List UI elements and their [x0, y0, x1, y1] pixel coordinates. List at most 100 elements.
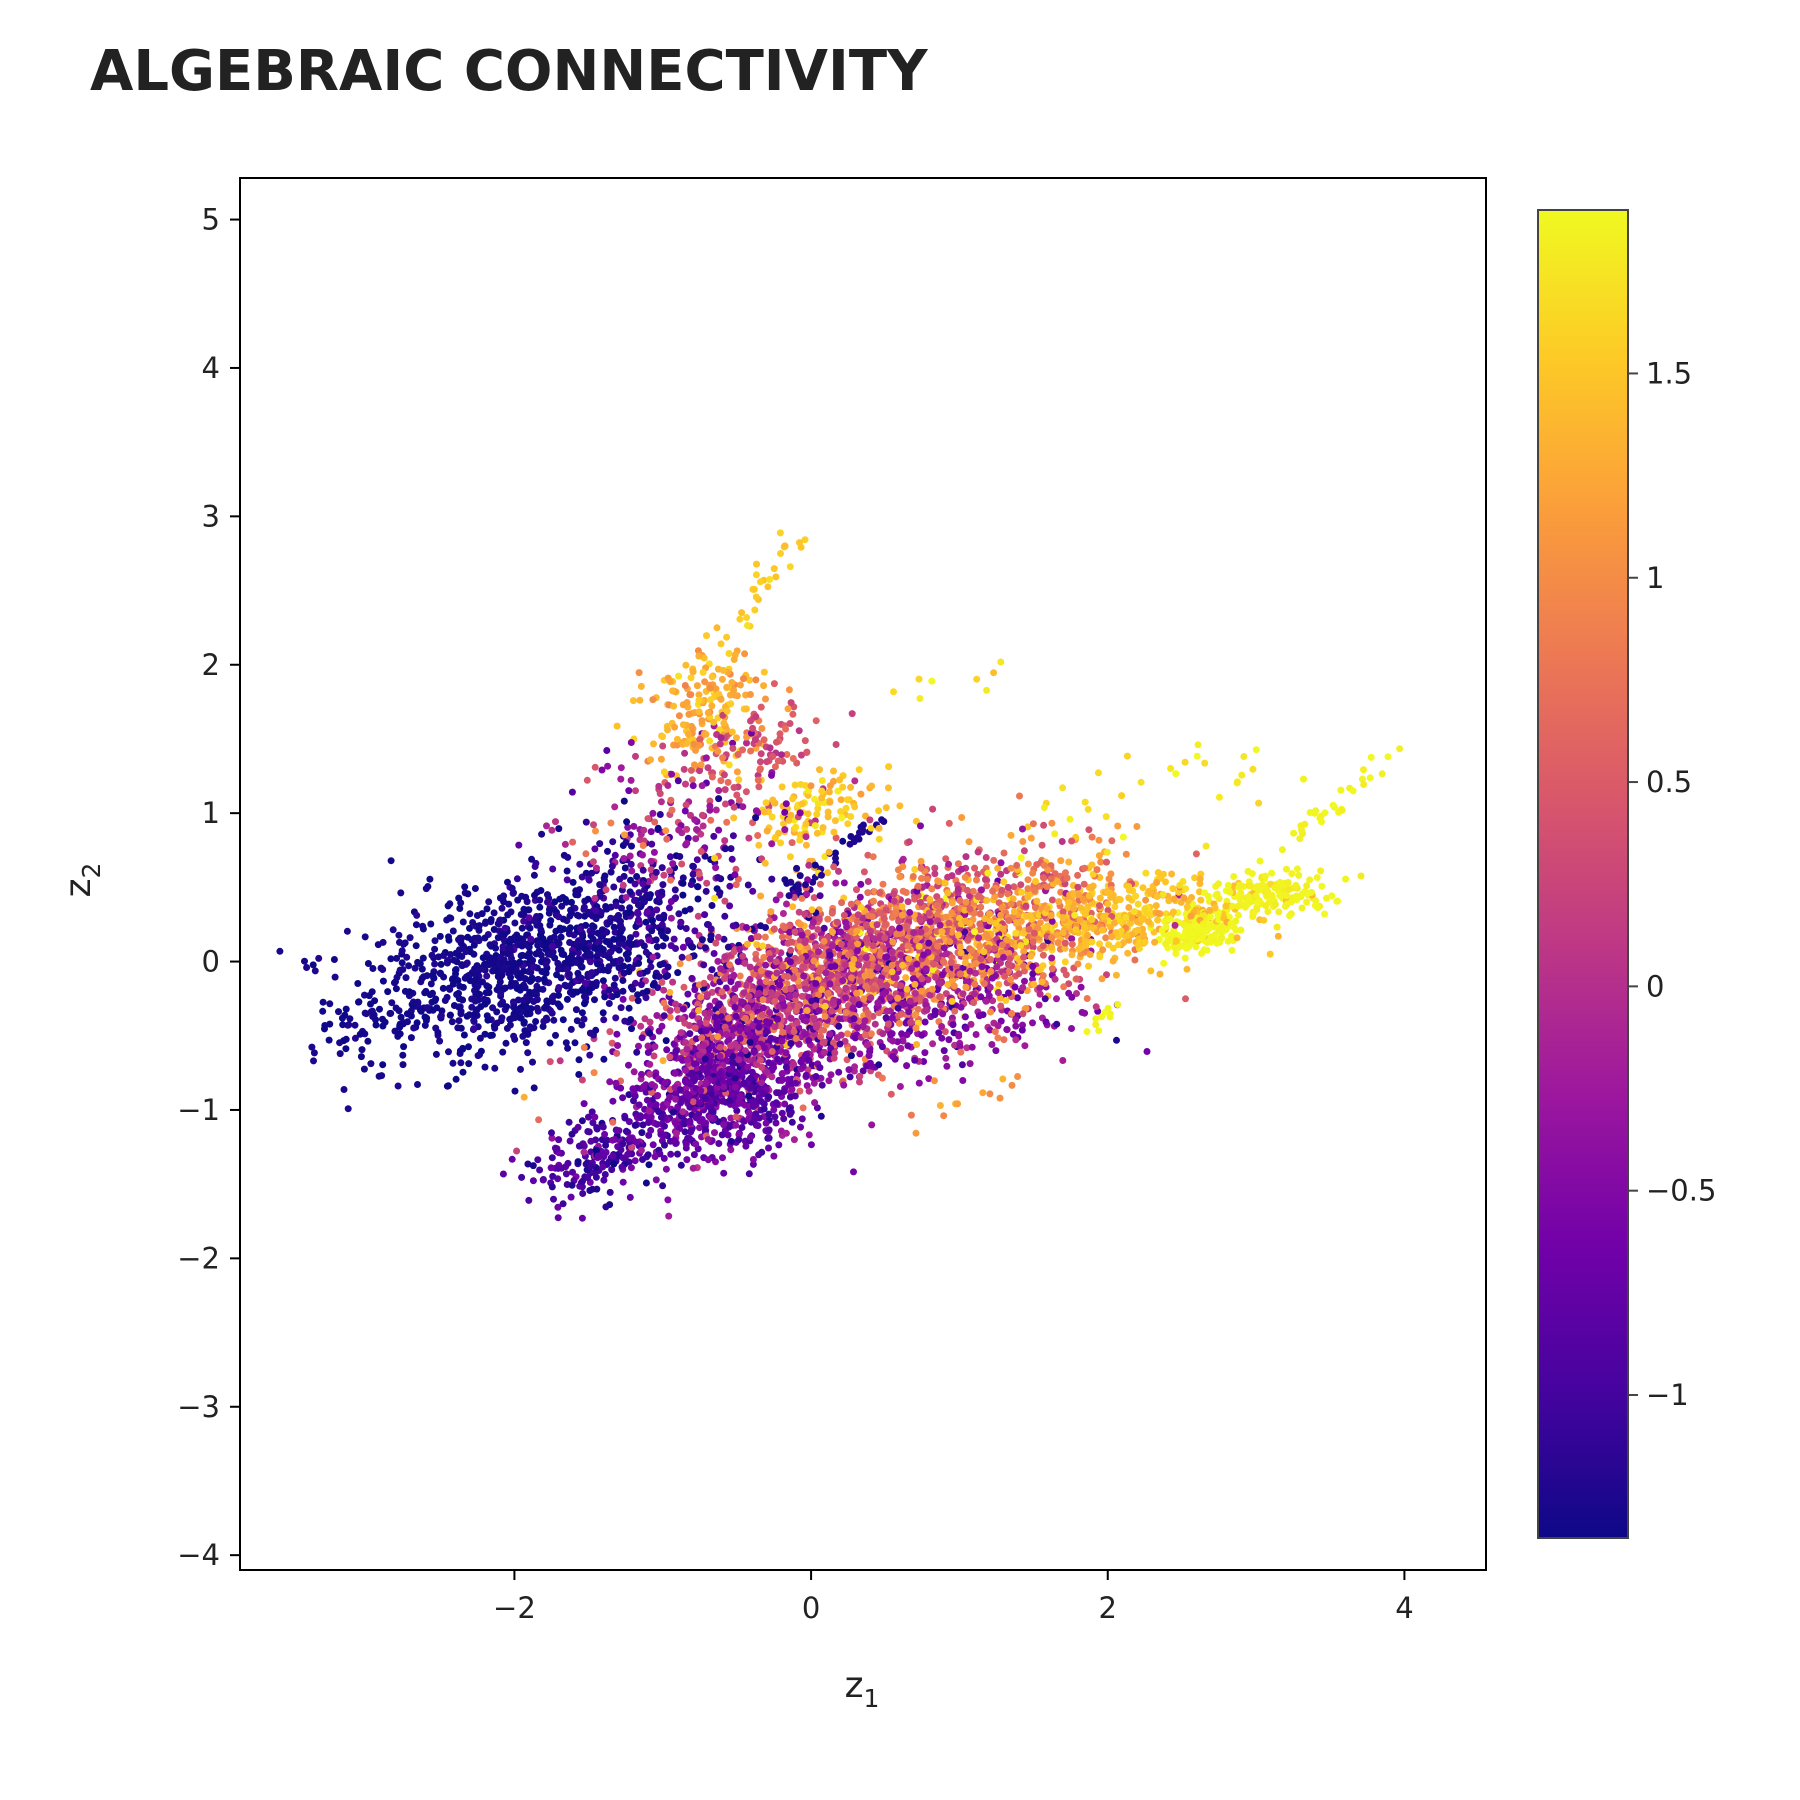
scatter-point — [1137, 778, 1145, 786]
scatter-point — [738, 609, 746, 617]
scatter-point — [379, 966, 387, 973]
scatter-point — [559, 1016, 567, 1024]
scatter-point — [437, 960, 445, 968]
scatter-point — [637, 1146, 645, 1154]
scatter-point — [666, 1007, 674, 1015]
scatter-point — [325, 1036, 333, 1044]
scatter-point — [1021, 977, 1028, 985]
scatter-point — [669, 860, 677, 868]
scatter-point — [335, 1008, 342, 1016]
scatter-point — [652, 1176, 660, 1184]
scatter-point — [756, 758, 764, 766]
scatter-point — [1083, 995, 1091, 1002]
scatter-point — [1014, 994, 1021, 1002]
scatter-point — [610, 883, 618, 891]
scatter-point — [712, 685, 720, 693]
scatter-point — [653, 943, 661, 951]
scatter-point — [427, 920, 435, 928]
scatter-point — [1003, 1026, 1011, 1033]
scatter-point — [972, 1031, 980, 1038]
scatter-point — [611, 851, 619, 859]
scatter-point — [795, 727, 803, 735]
scatter-point — [659, 742, 667, 750]
scatter-point — [733, 791, 741, 799]
scatter-point — [1012, 1036, 1020, 1044]
scatter-point — [582, 850, 590, 858]
scatter-point — [757, 750, 765, 758]
scatter-point — [1000, 878, 1008, 886]
scatter-point — [938, 1023, 946, 1030]
scatter-point — [911, 980, 919, 988]
scatter-point — [538, 830, 546, 838]
scatter-point — [839, 837, 847, 845]
scatter-point — [994, 1034, 1002, 1042]
scatter-point — [809, 918, 817, 926]
scatter-point — [1099, 946, 1107, 954]
scatter-point — [543, 822, 550, 830]
scatter-point — [1286, 912, 1294, 920]
scatter-point — [856, 1078, 863, 1086]
scatter-point — [310, 1049, 318, 1057]
scatter-point — [653, 1012, 661, 1019]
scatter-point — [940, 1112, 948, 1120]
scatter-point — [1073, 990, 1080, 997]
scatter-point — [954, 885, 962, 893]
scatter-point — [309, 961, 317, 969]
scatter-point — [855, 766, 863, 774]
scatter-point — [1182, 944, 1190, 952]
scatter-point — [856, 893, 864, 901]
scatter-point — [990, 856, 998, 864]
scatter-point — [524, 1049, 532, 1057]
scatter-point — [921, 1018, 929, 1026]
scatter-point — [1181, 758, 1189, 766]
scatter-point — [1266, 950, 1274, 958]
scatter-point — [691, 761, 698, 769]
scatter-point — [1230, 873, 1238, 880]
scatter-point — [626, 852, 634, 860]
scatter-point — [753, 941, 761, 949]
scatter-point — [567, 1193, 575, 1201]
scatter-point — [667, 796, 675, 804]
scatter-point — [889, 1037, 897, 1045]
scatter-point — [980, 980, 988, 988]
scatter-point — [1298, 904, 1306, 912]
scatter-point — [647, 1126, 655, 1134]
scatter-point — [786, 853, 794, 861]
scatter-point — [943, 1062, 951, 1070]
scatter-point — [614, 1042, 622, 1049]
scatter-point — [397, 1013, 405, 1021]
scatter-point — [649, 809, 657, 817]
scatter-point — [1134, 900, 1142, 908]
scatter-point — [664, 1196, 672, 1204]
scatter-point — [662, 1165, 670, 1173]
scatter-point — [1334, 897, 1341, 905]
scatter-point — [1124, 949, 1132, 957]
scatter-points — [276, 529, 1404, 1222]
scatter-point — [753, 560, 760, 568]
scatter-point — [551, 898, 559, 906]
scatter-point — [770, 925, 778, 933]
scatter-point — [788, 839, 796, 847]
scatter-point — [575, 1056, 583, 1064]
scatter-point — [671, 723, 679, 731]
scatter-point — [556, 1057, 564, 1065]
scatter-point — [1300, 775, 1307, 783]
scatter-point — [406, 934, 414, 942]
scatter-point — [1103, 971, 1110, 979]
scatter-point — [669, 1108, 677, 1116]
scatter-point — [1198, 949, 1206, 957]
scatter-point — [1019, 984, 1027, 992]
scatter-point — [760, 682, 768, 690]
scatter-point — [793, 1019, 801, 1027]
scatter-point — [657, 798, 665, 806]
scatter-point — [711, 1129, 718, 1137]
scatter-point — [606, 1078, 614, 1086]
scatter-point — [975, 934, 983, 942]
scatter-point — [747, 747, 755, 755]
scatter-point — [1226, 888, 1234, 896]
scatter-point — [762, 695, 769, 703]
scatter-point — [395, 931, 403, 939]
scatter-point — [635, 916, 642, 924]
scatter-point — [627, 1016, 635, 1023]
scatter-point — [599, 1009, 607, 1017]
